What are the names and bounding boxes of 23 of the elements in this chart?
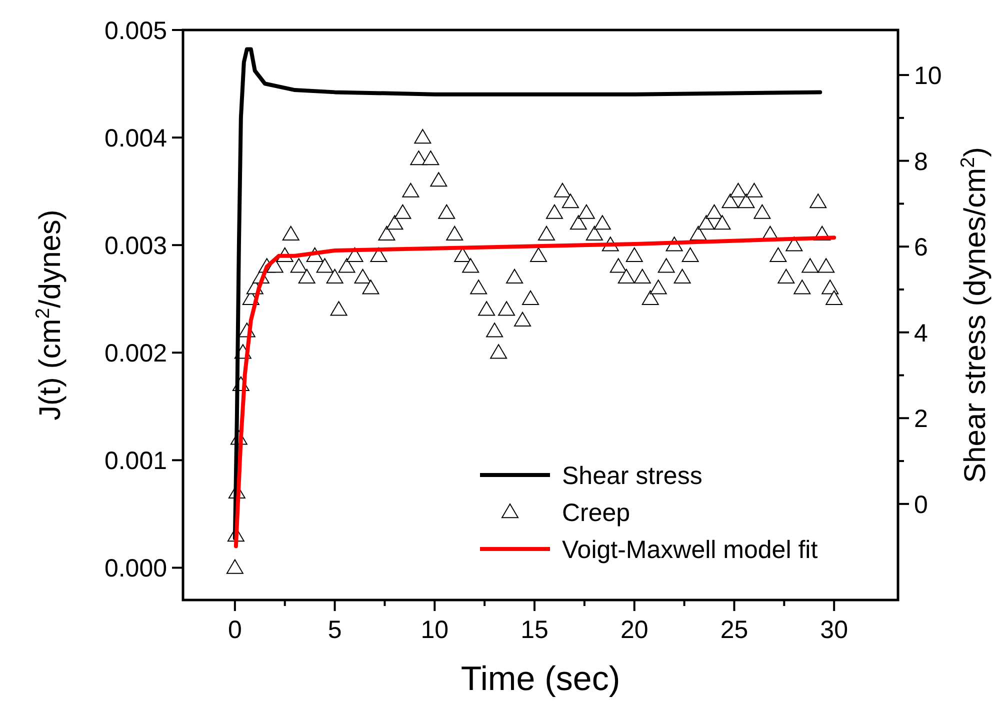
- y2-tick-label: 0: [914, 490, 928, 519]
- x-axis-title: Time (sec): [460, 660, 620, 698]
- y-tick-label: 0.000: [104, 554, 167, 583]
- x-tick-label: 5: [328, 616, 342, 644]
- y2-tick-label: 8: [914, 148, 928, 176]
- legend-label: Creep: [562, 499, 630, 527]
- legend-label: Voigt-Maxwell model fit: [562, 536, 818, 564]
- x-tick-label: 25: [720, 616, 748, 644]
- y2-tick-label: 4: [914, 319, 928, 348]
- y2-tick-label: 10: [914, 62, 942, 90]
- y-tick-label: 0.005: [104, 17, 167, 45]
- x-tick-label: 0: [228, 616, 242, 644]
- legend-label: Shear stress: [562, 462, 702, 490]
- x-tick-label: 30: [820, 616, 848, 644]
- y2-tick-label: 6: [914, 234, 928, 262]
- y-tick-label: 0.002: [104, 340, 167, 368]
- y-tick-label: 0.003: [104, 232, 167, 260]
- x-tick-label: 15: [520, 616, 548, 644]
- y-tick-label: 0.004: [104, 124, 168, 153]
- y2-tick-label: 2: [914, 405, 928, 434]
- x-tick-label: 10: [420, 616, 449, 644]
- y-tick-label: 0.001: [104, 447, 167, 476]
- x-tick-label: 20: [620, 616, 648, 644]
